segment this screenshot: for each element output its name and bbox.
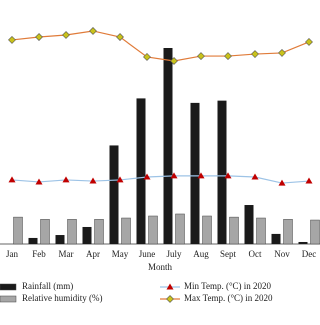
x-tick-label: Dec (302, 249, 317, 259)
marker (116, 33, 124, 41)
x-tick-label: Mar (59, 249, 74, 259)
bar (67, 219, 77, 245)
x-axis-label: Month (148, 262, 173, 272)
bar (190, 102, 200, 244)
x-tick-label: Aug (193, 249, 209, 259)
marker (251, 173, 259, 180)
x-tick-label: May (112, 249, 129, 259)
x-tick-label: Nov (274, 249, 290, 259)
marker (62, 31, 70, 39)
bar (283, 219, 293, 245)
bar (13, 216, 23, 245)
marker (305, 177, 313, 184)
bar (217, 100, 227, 244)
marker (278, 49, 286, 57)
marker (35, 33, 43, 41)
marker (251, 50, 259, 58)
marker (89, 177, 97, 184)
bar (82, 226, 92, 244)
x-tick-label: Apr (86, 249, 100, 259)
marker (62, 176, 70, 183)
marker (224, 52, 232, 60)
marker (305, 38, 313, 46)
legend-swatch (0, 295, 17, 303)
bar (175, 213, 185, 245)
marker (278, 179, 286, 186)
bar (298, 241, 308, 244)
bar (28, 237, 38, 244)
legend-marker (166, 283, 174, 290)
line (11, 175, 310, 184)
marker (89, 27, 97, 35)
bar (121, 217, 131, 245)
line (11, 30, 310, 62)
marker (224, 172, 232, 179)
bar (163, 48, 173, 244)
bar (40, 219, 50, 245)
marker (8, 36, 16, 44)
marker (197, 172, 205, 179)
marker (143, 53, 151, 61)
marker (143, 173, 151, 180)
x-tick-label: Feb (32, 249, 46, 259)
legend-label: Max Temp. (°C) in 2020 (184, 293, 273, 303)
bar (148, 215, 158, 245)
legend-marker (166, 295, 174, 303)
bar (310, 219, 320, 245)
legend-swatch (0, 283, 17, 291)
bar (229, 216, 239, 245)
marker (35, 178, 43, 185)
marker (116, 176, 124, 183)
legend-label: Relative humidity (%) (22, 293, 102, 303)
bar (94, 219, 104, 245)
legend-label: Rainfall (mm) (22, 281, 73, 291)
x-tick-label: Oct (249, 249, 262, 259)
x-tick-label: Jan (6, 249, 18, 259)
x-tick-label: Sept (220, 249, 237, 259)
marker (197, 52, 205, 60)
marker (170, 57, 178, 65)
bar (271, 233, 281, 244)
bar (109, 145, 119, 244)
marker (8, 176, 16, 183)
bar (256, 217, 266, 245)
x-tick-label: July (166, 249, 182, 259)
bar (202, 215, 212, 245)
bar (136, 98, 146, 245)
marker (170, 172, 178, 179)
bar (244, 205, 254, 244)
legend-label: Min Temp. (°C) in 2020 (184, 281, 272, 291)
x-tick-label: June (139, 249, 156, 259)
bar (55, 235, 65, 244)
